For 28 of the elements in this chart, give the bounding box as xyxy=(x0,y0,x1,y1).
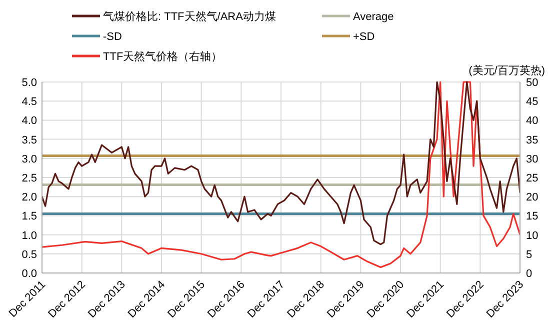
y-tick-label: 4.5 xyxy=(22,96,37,108)
legend-label: +SD xyxy=(353,31,375,43)
y2-tick-label: 25 xyxy=(526,172,538,184)
y-tick-label: 5.0 xyxy=(22,77,37,89)
y2-axis-title: (美元/百万英热) xyxy=(468,64,545,77)
legend-label: 气煤价格比: TTF天然气/ARA动力煤 xyxy=(103,10,276,23)
y-tick-label: 1.5 xyxy=(22,210,37,223)
y-tick-label: 3.0 xyxy=(22,153,37,166)
legend-label: Average xyxy=(353,11,394,23)
y2-tick-label: 0 xyxy=(526,268,532,280)
y-tick-label: 0.0 xyxy=(22,268,37,280)
legend-label: TTF天然气价格（右轴） xyxy=(103,50,222,63)
legend-label: -SD xyxy=(103,31,122,43)
y2-tick-label: 40 xyxy=(526,115,538,128)
y-tick-label: 3.5 xyxy=(22,134,37,146)
y2-tick-label: 45 xyxy=(526,96,538,108)
y2-tick-label: 10 xyxy=(526,230,538,242)
y2-tick-label: 30 xyxy=(526,153,538,166)
y-tick-label: 2.5 xyxy=(22,172,37,184)
y2-tick-label: 20 xyxy=(526,192,538,204)
y-tick-label: 0.5 xyxy=(22,248,37,261)
y2-tick-label: 5 xyxy=(526,248,532,261)
y-tick-label: 4.0 xyxy=(22,115,37,128)
y2-tick-label: 35 xyxy=(526,134,538,146)
y2-tick-label: 15 xyxy=(526,210,538,223)
y-tick-label: 2.0 xyxy=(22,192,37,204)
y-tick-label: 1.0 xyxy=(22,230,37,242)
y2-tick-label: 50 xyxy=(526,77,538,89)
